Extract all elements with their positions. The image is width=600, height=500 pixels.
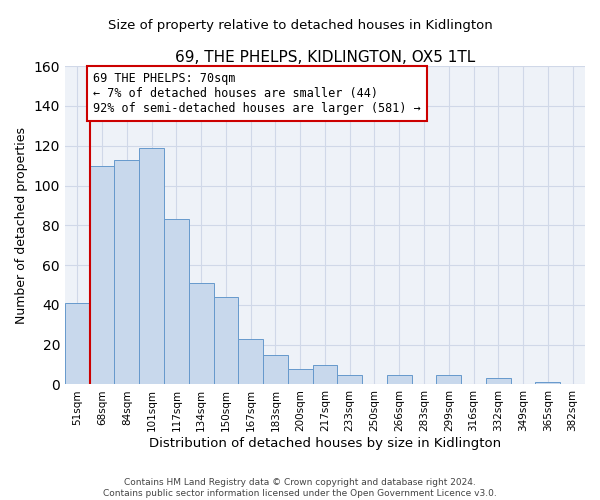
- Bar: [139, 148, 164, 384]
- Y-axis label: Number of detached properties: Number of detached properties: [15, 127, 28, 324]
- Bar: [164, 220, 189, 384]
- Bar: [238, 338, 263, 384]
- Bar: [189, 283, 214, 384]
- Bar: [65, 303, 89, 384]
- Bar: [89, 166, 115, 384]
- Bar: [387, 374, 412, 384]
- Bar: [214, 297, 238, 384]
- Bar: [337, 374, 362, 384]
- Bar: [263, 354, 288, 384]
- X-axis label: Distribution of detached houses by size in Kidlington: Distribution of detached houses by size …: [149, 437, 501, 450]
- Text: Size of property relative to detached houses in Kidlington: Size of property relative to detached ho…: [107, 20, 493, 32]
- Bar: [486, 378, 511, 384]
- Bar: [115, 160, 139, 384]
- Text: 69 THE PHELPS: 70sqm
← 7% of detached houses are smaller (44)
92% of semi-detach: 69 THE PHELPS: 70sqm ← 7% of detached ho…: [94, 72, 421, 115]
- Bar: [535, 382, 560, 384]
- Bar: [436, 374, 461, 384]
- Title: 69, THE PHELPS, KIDLINGTON, OX5 1TL: 69, THE PHELPS, KIDLINGTON, OX5 1TL: [175, 50, 475, 65]
- Bar: [288, 368, 313, 384]
- Bar: [313, 364, 337, 384]
- Text: Contains HM Land Registry data © Crown copyright and database right 2024.
Contai: Contains HM Land Registry data © Crown c…: [103, 478, 497, 498]
